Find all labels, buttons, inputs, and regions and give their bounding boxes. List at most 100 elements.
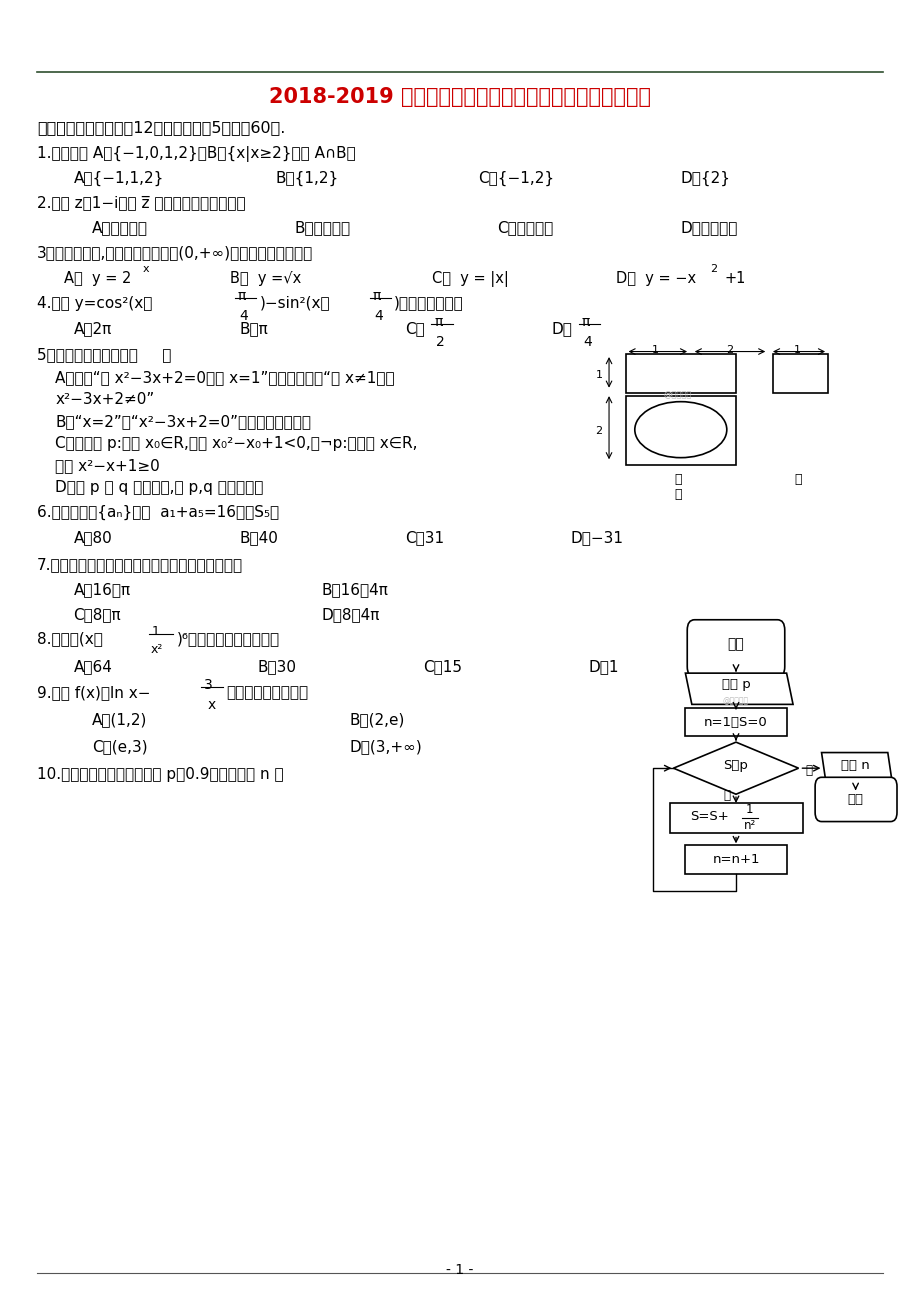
- Text: C．第三象限: C．第三象限: [496, 220, 552, 236]
- Text: C．{−1,2}: C．{−1,2}: [478, 171, 554, 186]
- FancyBboxPatch shape: [686, 620, 784, 677]
- Text: 2: 2: [725, 345, 732, 355]
- Text: B．“x=2”是“x²−3x+2=0”的充分不必要条件: B．“x=2”是“x²−3x+2=0”的充分不必要条件: [55, 414, 311, 430]
- Text: 3: 3: [204, 678, 213, 693]
- Text: )的最小正周期为: )的最小正周期为: [393, 296, 463, 311]
- Bar: [685, 708, 786, 736]
- Text: C．  y = |x|: C． y = |x|: [432, 271, 509, 286]
- Text: B．π: B．π: [239, 322, 267, 337]
- Text: C．若命题 p:存在 x₀∈R,使得 x₀²−x₀+1<0,则¬p:对任意 x∈R,: C．若命题 p:存在 x₀∈R,使得 x₀²−x₀+1<0,则¬p:对任意 x∈…: [55, 436, 417, 452]
- Text: 2: 2: [595, 426, 602, 436]
- Text: A．64: A．64: [74, 659, 112, 674]
- Text: π: π: [434, 315, 442, 329]
- Polygon shape: [821, 753, 891, 784]
- Text: n²: n²: [743, 819, 755, 832]
- Text: 结束: 结束: [846, 793, 863, 806]
- Text: C．: C．: [404, 322, 424, 337]
- Text: A．第一象限: A．第一象限: [92, 220, 148, 236]
- Text: A．命题“若 x²−3x+2=0，则 x=1”的逆否命题为“若 x≠1，则: A．命题“若 x²−3x+2=0，则 x=1”的逆否命题为“若 x≠1，则: [55, 370, 394, 385]
- Text: @正确教育: @正确教育: [664, 391, 691, 400]
- Text: )−sin²(x＋: )−sin²(x＋: [259, 296, 330, 311]
- Text: D．−31: D．−31: [570, 530, 623, 546]
- Polygon shape: [673, 742, 798, 794]
- Text: C．(e,3): C．(e,3): [92, 740, 147, 755]
- Bar: [772, 354, 827, 393]
- Text: C．15: C．15: [423, 659, 461, 674]
- Text: 4.函数 y=cos²(x＋: 4.函数 y=cos²(x＋: [37, 296, 152, 311]
- Text: A．  y = 2: A． y = 2: [64, 271, 131, 286]
- Text: B．40: B．40: [239, 530, 278, 546]
- Text: 是: 是: [722, 789, 730, 802]
- Text: 一、选择题：本大题入12小题，每小题5分，入60分.: 一、选择题：本大题入12小题，每小题5分，入60分.: [37, 120, 285, 135]
- Text: π: π: [372, 289, 380, 303]
- Text: 8.二项式(x＋: 8.二项式(x＋: [37, 631, 103, 647]
- Text: @正确教育: @正确教育: [722, 697, 748, 706]
- Text: 4: 4: [374, 309, 383, 323]
- Text: D．: D．: [551, 322, 573, 337]
- Text: D．8＋4π: D．8＋4π: [322, 607, 380, 622]
- Ellipse shape: [634, 401, 726, 458]
- Bar: [625, 354, 735, 393]
- Text: π: π: [581, 315, 589, 329]
- Text: 7.如图为某几何体的三视图，则该几何体的体积为: 7.如图为某几何体的三视图，则该几何体的体积为: [37, 557, 243, 573]
- Text: 左: 左: [794, 473, 801, 486]
- Text: D．1: D．1: [588, 659, 618, 674]
- Text: B．  y =√x: B． y =√x: [230, 271, 301, 286]
- Text: n=n+1: n=n+1: [711, 853, 759, 866]
- Text: +1: +1: [723, 271, 744, 286]
- Text: 输入 p: 输入 p: [720, 678, 750, 691]
- Text: - 1 -: - 1 -: [446, 1263, 473, 1277]
- Text: D．{2}: D．{2}: [680, 171, 730, 186]
- Text: x: x: [208, 698, 216, 712]
- Text: 俧: 俧: [674, 488, 681, 501]
- Text: 2: 2: [709, 264, 717, 275]
- Text: A．16＋π: A．16＋π: [74, 582, 130, 598]
- Text: 正: 正: [674, 473, 681, 486]
- Text: 2018-2019 学年上学期高三年级第二次月考理科数学试卷: 2018-2019 学年上学期高三年级第二次月考理科数学试卷: [268, 87, 651, 107]
- Text: D．第四象限: D．第四象限: [680, 220, 737, 236]
- FancyBboxPatch shape: [814, 777, 896, 822]
- Text: A．80: A．80: [74, 530, 112, 546]
- Bar: [625, 396, 735, 465]
- Bar: [685, 845, 786, 874]
- Text: x²: x²: [151, 643, 163, 656]
- Text: 4: 4: [239, 309, 248, 323]
- Text: B．第二象限: B．第二象限: [294, 220, 350, 236]
- Text: 9.函数 f(x)＝ln x−: 9.函数 f(x)＝ln x−: [37, 685, 150, 700]
- Text: 1: 1: [152, 625, 160, 638]
- Text: 1: 1: [793, 345, 800, 355]
- Text: 1: 1: [595, 370, 602, 380]
- Text: 1.已知集合 A＝{−1,0,1,2}，B＝{x|x≥2}，则 A∩B＝: 1.已知集合 A＝{−1,0,1,2}，B＝{x|x≥2}，则 A∩B＝: [37, 146, 355, 161]
- Text: D．  y = −x: D． y = −x: [616, 271, 696, 286]
- Text: 输出 n: 输出 n: [840, 759, 869, 772]
- Text: 1: 1: [745, 803, 753, 816]
- Text: S=S+: S=S+: [689, 810, 728, 823]
- Text: B．16＋4π: B．16＋4π: [322, 582, 389, 598]
- Text: )⁶的展开式中，常数项为: )⁶的展开式中，常数项为: [176, 631, 279, 647]
- Text: D．(3,+∞): D．(3,+∞): [349, 740, 422, 755]
- Text: 的零点所在的区间是: 的零点所在的区间是: [226, 685, 308, 700]
- Text: 2: 2: [436, 335, 445, 349]
- Text: A．2π: A．2π: [74, 322, 112, 337]
- Text: x: x: [142, 264, 149, 275]
- Text: 4: 4: [583, 335, 592, 349]
- Text: A．{−1,1,2}: A．{−1,1,2}: [74, 171, 164, 186]
- Text: B．(2,e): B．(2,e): [349, 712, 404, 728]
- Text: B．30: B．30: [257, 659, 296, 674]
- Text: n=1，S=0: n=1，S=0: [703, 716, 767, 729]
- Text: S＜p: S＜p: [722, 759, 748, 772]
- Text: 5．以下说法错误的是（     ）: 5．以下说法错误的是（ ）: [37, 348, 171, 363]
- Polygon shape: [685, 673, 792, 704]
- Text: 都有 x²−x+1≥0: 都有 x²−x+1≥0: [55, 458, 160, 474]
- Text: B．{1,2}: B．{1,2}: [276, 171, 339, 186]
- Text: 3．下列函数中,是偶函数且在区间(0,+∞)上单调递减的函数是: 3．下列函数中,是偶函数且在区间(0,+∞)上单调递减的函数是: [37, 245, 312, 260]
- Text: 开始: 开始: [727, 638, 743, 651]
- Text: 6.在等差数列{aₙ}中，  a₁+a₅=16，则S₅＝: 6.在等差数列{aₙ}中， a₁+a₅=16，则S₅＝: [37, 505, 278, 521]
- Text: D．若 p 且 q 为假命题,则 p,q 均为假命题: D．若 p 且 q 为假命题,则 p,q 均为假命题: [55, 480, 263, 496]
- Text: π: π: [237, 289, 245, 303]
- Text: x²−3x+2≠0”: x²−3x+2≠0”: [55, 392, 154, 408]
- Bar: [669, 803, 802, 833]
- Text: A．(1,2): A．(1,2): [92, 712, 147, 728]
- Text: C．8＋π: C．8＋π: [74, 607, 121, 622]
- Text: 2.复数 z＝1−i，则 z̅ 对应的点所在的象限为: 2.复数 z＝1−i，则 z̅ 对应的点所在的象限为: [37, 195, 245, 211]
